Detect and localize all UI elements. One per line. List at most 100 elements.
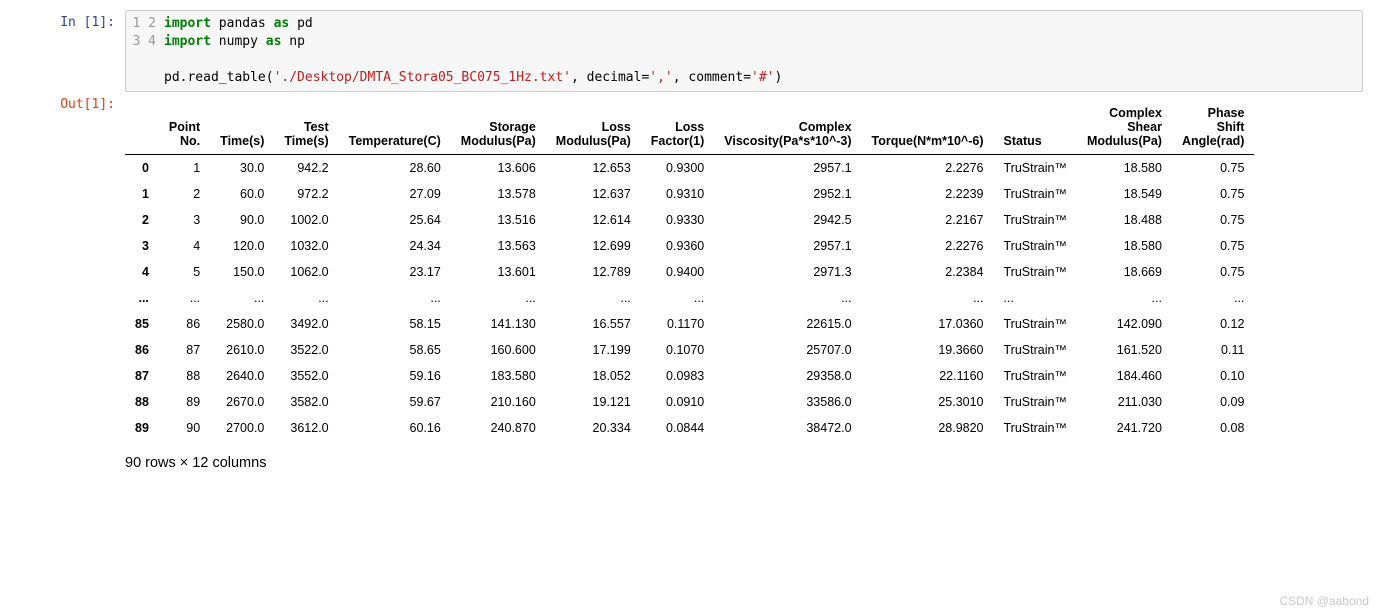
table-cell: 1062.0	[274, 259, 338, 285]
row-index: 89	[125, 415, 159, 441]
table-cell: 13.578	[451, 181, 546, 207]
table-cell: 0.75	[1172, 155, 1255, 182]
table-cell: 22615.0	[714, 311, 861, 337]
table-cell: 0.75	[1172, 259, 1255, 285]
output-area: PointNo.Time(s)TestTime(s)Temperature(C)…	[125, 92, 1363, 486]
table-cell: TruStrain™	[994, 233, 1077, 259]
row-index: 2	[125, 207, 159, 233]
table-cell: 22.1160	[862, 363, 994, 389]
table-cell: ...	[339, 285, 451, 311]
table-cell: 1032.0	[274, 233, 338, 259]
table-cell: 3582.0	[274, 389, 338, 415]
table-cell: 29358.0	[714, 363, 861, 389]
row-index: 0	[125, 155, 159, 182]
table-cell: 20.334	[546, 415, 641, 441]
table-cell: ...	[546, 285, 641, 311]
table-cell: TruStrain™	[994, 337, 1077, 363]
table-cell: TruStrain™	[994, 207, 1077, 233]
table-cell: 19.121	[546, 389, 641, 415]
table-cell: ...	[451, 285, 546, 311]
table-cell: TruStrain™	[994, 415, 1077, 441]
column-header: Temperature(C)	[339, 100, 451, 155]
table-cell: 2957.1	[714, 155, 861, 182]
table-cell: 2.2239	[862, 181, 994, 207]
table-cell: 0.9300	[641, 155, 714, 182]
input-cell: In [1]: 1 2 3 4 import pandas as pd impo…	[20, 10, 1363, 92]
table-cell: 18.580	[1077, 233, 1172, 259]
table-cell: 4	[159, 233, 210, 259]
table-cell: ...	[159, 285, 210, 311]
table-cell: 161.520	[1077, 337, 1172, 363]
table-cell: 3552.0	[274, 363, 338, 389]
table-row: 88892670.03582.059.67210.16019.1210.0910…	[125, 389, 1254, 415]
table-cell: 142.090	[1077, 311, 1172, 337]
table-cell: 3612.0	[274, 415, 338, 441]
table-cell: 3492.0	[274, 311, 338, 337]
table-cell: 86	[159, 311, 210, 337]
code-area[interactable]: 1 2 3 4 import pandas as pd import numpy…	[125, 10, 1363, 92]
table-cell: 33586.0	[714, 389, 861, 415]
table-cell: ...	[641, 285, 714, 311]
table-cell: 2952.1	[714, 181, 861, 207]
table-cell: 0.9360	[641, 233, 714, 259]
table-cell: 211.030	[1077, 389, 1172, 415]
table-cell: 58.65	[339, 337, 451, 363]
table-row: 34120.01032.024.3413.56312.6990.93602957…	[125, 233, 1254, 259]
table-cell: 28.60	[339, 155, 451, 182]
table-cell: ...	[862, 285, 994, 311]
column-header: PointNo.	[159, 100, 210, 155]
table-cell: 25707.0	[714, 337, 861, 363]
table-row: 89902700.03612.060.16240.87020.3340.0844…	[125, 415, 1254, 441]
table-cell: 90	[159, 415, 210, 441]
row-index: 85	[125, 311, 159, 337]
table-cell: 23.17	[339, 259, 451, 285]
table-cell: 0.12	[1172, 311, 1255, 337]
table-cell: ...	[1172, 285, 1255, 311]
row-index: ...	[125, 285, 159, 311]
table-cell: 24.34	[339, 233, 451, 259]
output-cell: Out[1]: PointNo.Time(s)TestTime(s)Temper…	[20, 92, 1363, 486]
table-cell: 19.3660	[862, 337, 994, 363]
table-cell: 183.580	[451, 363, 546, 389]
table-cell: 13.606	[451, 155, 546, 182]
table-cell: 141.130	[451, 311, 546, 337]
table-cell: 0.10	[1172, 363, 1255, 389]
row-index: 88	[125, 389, 159, 415]
table-cell: TruStrain™	[994, 181, 1077, 207]
table-cell: 0.9330	[641, 207, 714, 233]
table-cell: TruStrain™	[994, 311, 1077, 337]
column-header: TestTime(s)	[274, 100, 338, 155]
table-cell: 3522.0	[274, 337, 338, 363]
table-row: 0130.0942.228.6013.60612.6530.93002957.1…	[125, 155, 1254, 182]
table-cell: 2.2384	[862, 259, 994, 285]
table-cell: 184.460	[1077, 363, 1172, 389]
code-editor[interactable]: import pandas as pd import numpy as np p…	[164, 15, 1362, 87]
table-row: 1260.0972.227.0913.57812.6370.93102952.1…	[125, 181, 1254, 207]
table-cell: 12.699	[546, 233, 641, 259]
table-cell: 87	[159, 337, 210, 363]
table-cell: 0.9310	[641, 181, 714, 207]
table-cell: 89	[159, 389, 210, 415]
row-index: 86	[125, 337, 159, 363]
table-cell: 241.720	[1077, 415, 1172, 441]
table-cell: ...	[210, 285, 274, 311]
table-cell: 25.64	[339, 207, 451, 233]
table-row: 45150.01062.023.1713.60112.7890.94002971…	[125, 259, 1254, 285]
table-cell: TruStrain™	[994, 363, 1077, 389]
table-row: 2390.01002.025.6413.51612.6140.93302942.…	[125, 207, 1254, 233]
table-cell: 17.0360	[862, 311, 994, 337]
table-cell: 0.0910	[641, 389, 714, 415]
table-cell: 0.9400	[641, 259, 714, 285]
table-cell: 17.199	[546, 337, 641, 363]
table-cell: 0.75	[1172, 233, 1255, 259]
out-prompt: Out[1]:	[20, 92, 125, 117]
row-index: 3	[125, 233, 159, 259]
row-index: 1	[125, 181, 159, 207]
table-cell: 90.0	[210, 207, 274, 233]
row-index: 87	[125, 363, 159, 389]
table-cell: 58.15	[339, 311, 451, 337]
table-cell: 150.0	[210, 259, 274, 285]
dataframe-shape: 90 rows × 12 columns	[125, 455, 1363, 471]
table-cell: 2942.5	[714, 207, 861, 233]
table-cell: 972.2	[274, 181, 338, 207]
